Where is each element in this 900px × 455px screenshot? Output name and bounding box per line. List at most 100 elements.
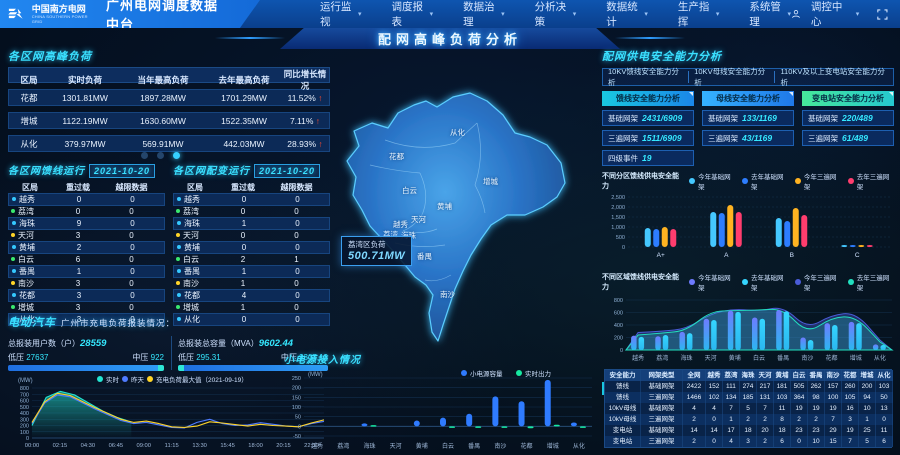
pagination-dots[interactable]: [141, 152, 180, 159]
table-row[interactable]: 天河 0 0: [173, 230, 330, 241]
table-row[interactable]: 白云 2 1: [173, 254, 330, 265]
district-label-黄埔[interactable]: 黄埔: [437, 202, 452, 211]
district-label-从化[interactable]: 从化: [450, 128, 465, 137]
bar-去年基础网架[interactable]: [784, 221, 791, 247]
legend-item[interactable]: 今年基础网架: [689, 272, 735, 292]
bar-今年基础网架[interactable]: [727, 310, 734, 350]
table-row[interactable]: 从化 379.97MW 569.91MW 442.03MW 28.93% ↑: [8, 135, 330, 152]
table-row[interactable]: 南沙 3 0: [8, 278, 165, 289]
table-row[interactable]: 增城 1122.19MW 1630.60MW 1522.35MW 7.11% ↑: [8, 112, 330, 129]
district-label-番禺[interactable]: 番禺: [417, 252, 432, 261]
guangzhou-map[interactable]: 从化花都增城白云黄埔天河越秀荔湾海珠番禺南沙 荔湾区负荷 500.71MW: [325, 45, 625, 357]
legend-item[interactable]: 今年三遍网架: [795, 272, 841, 292]
bar-capacity[interactable]: [466, 413, 473, 427]
table-row[interactable]: 从化 0 0: [173, 313, 330, 326]
bar-今年基础网架[interactable]: [848, 321, 855, 350]
bar-output[interactable]: [475, 426, 482, 428]
district-label-白云[interactable]: 白云: [402, 186, 417, 195]
bar-去年三遍网架[interactable]: [801, 215, 808, 247]
menu-item-系统管理[interactable]: 系统管理 ▾: [749, 0, 791, 29]
bar-今年基础网架[interactable]: [644, 228, 651, 247]
legend-item[interactable]: 去年三遍网架: [848, 272, 894, 292]
bar-capacity[interactable]: [518, 401, 525, 427]
bar-去年基础网架[interactable]: [880, 345, 886, 350]
bar-今年三遍网架[interactable]: [858, 245, 865, 247]
district-label-南沙[interactable]: 南沙: [440, 290, 455, 299]
bar-今年基础网架[interactable]: [631, 335, 637, 350]
bar-今年基础网架[interactable]: [800, 337, 806, 351]
table-row[interactable]: 番禺 1 0: [173, 265, 330, 278]
tab-1[interactable]: 10KV母线安全能力分析: [694, 67, 766, 87]
safety-analysis-button[interactable]: 变电站安全能力分析: [802, 91, 894, 106]
bar-去年基础网架[interactable]: [759, 318, 766, 350]
bar-去年基础网架[interactable]: [718, 213, 725, 247]
bar-output[interactable]: [370, 425, 377, 427]
table-row[interactable]: 馈线 基础网架 2422 152 111 274 217 181 505 262 157 260 200…: [605, 381, 893, 392]
bar-去年基础网架[interactable]: [849, 245, 856, 247]
table-row[interactable]: 变电站 基础网架 14 14 17 18 20 18 23 23 29 19 25 11: [605, 425, 893, 436]
district-label-海珠[interactable]: 海珠: [401, 230, 416, 241]
table-row[interactable]: 增城 3 0: [8, 302, 165, 313]
bar-去年基础网架[interactable]: [735, 311, 741, 350]
bar-去年基础网架[interactable]: [783, 311, 790, 350]
user-icon[interactable]: [791, 8, 801, 20]
transformer-run-date[interactable]: 2021-10-20: [254, 164, 321, 178]
bar-output[interactable]: [527, 426, 534, 429]
bar-今年基础网架[interactable]: [841, 245, 848, 247]
table-row[interactable]: 花都 3 0: [8, 289, 165, 302]
map-outline[interactable]: [346, 92, 566, 342]
table-row[interactable]: 黄埔 2 0: [8, 241, 165, 254]
bar-今年基础网架[interactable]: [679, 331, 685, 350]
menu-item-运行监视[interactable]: 运行监视 ▾: [320, 0, 362, 29]
table-row[interactable]: 越秀 0 0: [173, 193, 330, 206]
menu-item-数据统计[interactable]: 数据统计 ▾: [606, 0, 648, 29]
table-row[interactable]: 天河 3 0: [8, 230, 165, 241]
bar-去年基础网架[interactable]: [638, 336, 645, 350]
bar-今年基础网架[interactable]: [775, 218, 782, 247]
bar-capacity[interactable]: [570, 422, 577, 427]
district-label-越秀[interactable]: 越秀: [393, 220, 408, 229]
bar-output[interactable]: [553, 424, 560, 427]
bar-去年三遍网架[interactable]: [866, 245, 873, 247]
table-row[interactable]: 番禺 1 0: [8, 265, 165, 278]
bar-今年基础网架[interactable]: [872, 344, 879, 350]
legend-item[interactable]: 去年三遍网架: [848, 171, 894, 191]
safety-analysis-button[interactable]: 母线安全能力分析: [702, 91, 794, 106]
bar-capacity[interactable]: [361, 423, 368, 427]
bar-今年基础网架[interactable]: [703, 318, 710, 350]
district-label-天河[interactable]: 天河: [411, 215, 426, 224]
district-label-花都[interactable]: 花都: [389, 152, 404, 161]
table-row[interactable]: 花都 1301.81MW 1897.28MW 1701.29MW 11.52% ↑: [8, 89, 330, 106]
feeder-run-date[interactable]: 2021-10-20: [89, 164, 156, 178]
table-row[interactable]: 黄埔 0 0: [173, 241, 330, 254]
table-row[interactable]: 白云 6 0: [8, 254, 165, 265]
legend-item[interactable]: 今年基础网架: [689, 171, 735, 191]
bar-今年三遍网架[interactable]: [727, 205, 734, 247]
menu-item-数据治理[interactable]: 数据治理 ▾: [463, 0, 505, 29]
safety-analysis-button[interactable]: 馈线安全能力分析: [602, 91, 694, 106]
district-label-增城[interactable]: 增城: [483, 177, 498, 186]
bar-去年三遍网架[interactable]: [670, 229, 677, 247]
table-row[interactable]: 荔湾 0 0: [173, 206, 330, 217]
table-row[interactable]: 荔湾 0 0: [8, 206, 165, 217]
bar-今年基础网架[interactable]: [655, 336, 661, 350]
bar-今年基础网架[interactable]: [776, 310, 782, 350]
bar-capacity[interactable]: [492, 396, 499, 427]
table-row[interactable]: 海珠 1 0: [173, 217, 330, 230]
table-row[interactable]: 南沙 1 0: [173, 278, 330, 289]
bar-今年基础网架[interactable]: [752, 317, 758, 351]
table-row[interactable]: 10kV母线 基础网架 4 4 7 5 7 11 19 19 19 16 10 13: [605, 403, 893, 414]
district-label-荔湾[interactable]: 荔湾: [383, 230, 398, 239]
bar-今年基础网架[interactable]: [824, 323, 831, 350]
bar-capacity[interactable]: [413, 420, 420, 427]
table-row[interactable]: 越秀 0 0: [8, 193, 165, 206]
table-row[interactable]: 10kV母线 三遍网架 2 0 1 2 2 8 2 2 7 3 1 0: [605, 414, 893, 425]
bar-今年三遍网架[interactable]: [792, 208, 799, 247]
bar-capacity[interactable]: [440, 417, 446, 427]
user-menu[interactable]: 调控中心: [810, 1, 843, 28]
bar-output[interactable]: [501, 426, 508, 428]
tab-2[interactable]: 110KV及以上变电站安全能力分析: [780, 67, 885, 87]
bar-去年基础网架[interactable]: [711, 320, 717, 350]
bar-今年三遍网架[interactable]: [661, 227, 668, 247]
bar-去年基础网架[interactable]: [662, 335, 669, 350]
